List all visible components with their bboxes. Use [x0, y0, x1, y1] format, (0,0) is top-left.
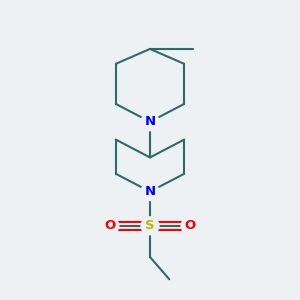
Circle shape [141, 183, 159, 200]
Text: O: O [184, 219, 196, 232]
Text: O: O [104, 219, 116, 232]
Circle shape [181, 217, 199, 235]
Text: S: S [145, 219, 155, 232]
Text: N: N [144, 115, 156, 128]
Text: N: N [144, 185, 156, 198]
Circle shape [101, 217, 119, 235]
Circle shape [141, 113, 159, 131]
Circle shape [141, 217, 159, 235]
